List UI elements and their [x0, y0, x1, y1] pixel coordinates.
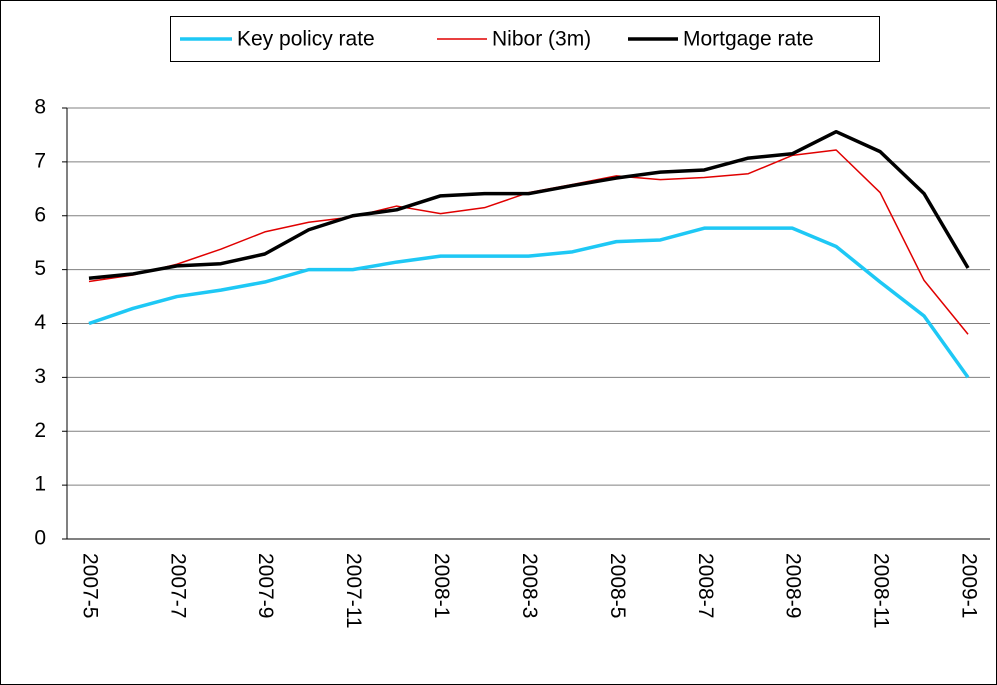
- x-tick-label: 2008-7: [694, 553, 717, 618]
- line-series: [88, 226, 970, 379]
- x-tick-label: 2009-1: [957, 553, 980, 618]
- x-tick-label: 2008-11: [870, 553, 893, 629]
- x-tick-label: 2008-1: [430, 553, 453, 618]
- legend-label: Nibor (3m): [492, 28, 591, 51]
- line-series: [88, 129, 970, 280]
- y-tick-label: 3: [34, 365, 46, 388]
- x-tick-label: 2008-9: [782, 553, 805, 618]
- x-tick-label: 2007-5: [78, 553, 101, 618]
- y-tick-label: 0: [34, 527, 46, 550]
- legend-label: Key policy rate: [237, 28, 375, 51]
- y-tick-label: 2: [34, 419, 46, 442]
- y-tick-label: 7: [34, 149, 46, 172]
- legend-box: [170, 16, 880, 62]
- x-tick-label: 2007-7: [166, 553, 189, 618]
- x-tick-label: 2008-5: [606, 553, 629, 618]
- y-tick-label: 8: [34, 96, 46, 119]
- y-tick-label: 5: [34, 257, 46, 280]
- y-tick-label: 4: [34, 311, 46, 334]
- x-tick-label: 2007-11: [342, 553, 365, 629]
- x-tick-label: 2008-3: [518, 553, 541, 618]
- y-tick-label: 1: [34, 473, 46, 496]
- legend-label: Mortgage rate: [683, 28, 814, 51]
- x-tick-label: 2007-9: [254, 553, 277, 618]
- y-tick-label: 6: [34, 203, 46, 226]
